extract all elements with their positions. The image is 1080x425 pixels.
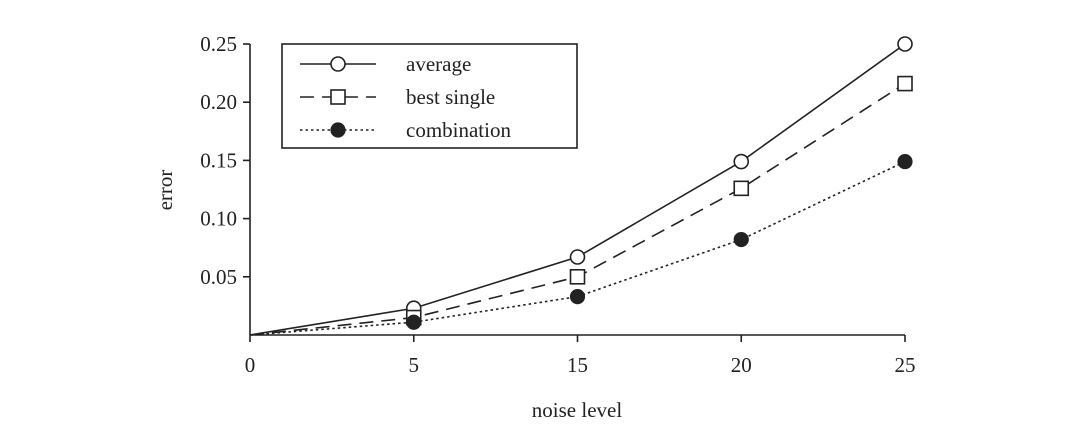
legend-item: combination	[300, 118, 511, 142]
data-point	[897, 153, 913, 170]
legend-item: best single	[300, 85, 495, 109]
series-layer	[249, 36, 913, 336]
y-tick-label: 0.20	[200, 90, 237, 114]
series-average	[249, 36, 913, 336]
legend-label: best single	[406, 85, 495, 109]
x-ticks: 0 5 15 20 25	[245, 335, 916, 377]
y-ticks: 0.05 0.10 0.15 0.20 0.25	[200, 32, 250, 289]
series-line	[249, 160, 906, 336]
legend-label: combination	[406, 118, 511, 142]
legend-marker	[330, 56, 346, 72]
data-point	[733, 231, 749, 248]
data-point	[733, 153, 750, 170]
y-tick-label: 0.25	[200, 32, 237, 56]
data-point	[569, 288, 586, 305]
x-tick-label: 25	[895, 353, 916, 377]
y-axis-label: error	[153, 170, 177, 211]
legend-marker	[330, 89, 346, 105]
y-tick-label: 0.15	[200, 148, 237, 172]
data-point	[569, 249, 586, 265]
y-tick-label: 0.05	[200, 265, 237, 289]
legend-item: average	[300, 52, 471, 76]
x-tick-label: 20	[731, 353, 752, 377]
legend: average best single combination	[281, 43, 578, 149]
x-axis-label: noise level	[532, 398, 623, 422]
data-point	[897, 75, 913, 92]
x-tick-label: 15	[567, 353, 588, 377]
data-point	[569, 268, 586, 285]
series-best-single	[249, 75, 913, 336]
y-tick-label: 0.10	[200, 207, 237, 231]
x-tick-label: 0	[245, 353, 256, 377]
data-point	[406, 314, 422, 330]
data-point	[897, 36, 913, 52]
data-point	[733, 180, 750, 197]
x-tick-label: 5	[409, 353, 420, 377]
legend-label: average	[406, 52, 471, 76]
series-combination	[249, 153, 913, 336]
legend-marker	[330, 122, 346, 138]
